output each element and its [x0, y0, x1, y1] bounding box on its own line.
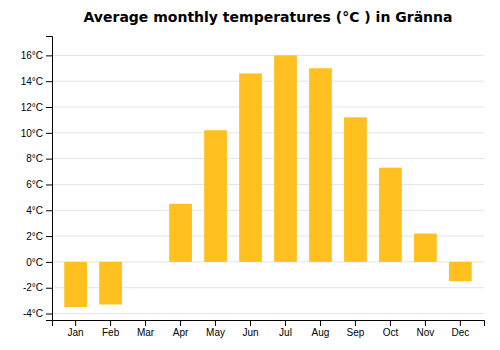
x-tick-label: Feb — [102, 327, 120, 338]
x-tick-mark — [75, 320, 76, 326]
grid-line — [52, 81, 484, 82]
x-tick-mark — [180, 320, 181, 326]
bar — [204, 130, 227, 262]
y-tick-mark — [46, 133, 52, 134]
y-tick: 0°C — [26, 257, 52, 268]
grid-line — [52, 132, 484, 133]
bar — [239, 73, 262, 261]
x-tick-label: Sep — [347, 327, 365, 338]
x-tick: Sep — [347, 320, 365, 338]
x-tick-label: Jul — [279, 327, 292, 338]
x-tick: Aug — [312, 320, 330, 338]
y-tick-label: -2°C — [23, 282, 43, 293]
y-tick-label: 8°C — [26, 153, 43, 164]
x-axis-line — [53, 321, 485, 327]
bar — [379, 168, 402, 262]
x-tick-mark — [145, 320, 146, 326]
y-tick-label: 16°C — [21, 50, 43, 61]
y-tick-mark — [46, 236, 52, 237]
x-tick-mark — [425, 320, 426, 326]
x-tick-mark — [390, 320, 391, 326]
y-tick: 8°C — [26, 153, 52, 164]
y-tick-label: 10°C — [21, 128, 43, 139]
y-tick-label: 0°C — [26, 257, 43, 268]
y-tick-mark — [46, 314, 52, 315]
x-tick-label: Apr — [173, 327, 189, 338]
y-axis: -4°C -2°C 0°C 2°C 4°C 6°C 8°C 10°C 12°C 14°C 16°C — [21, 37, 53, 321]
bar — [64, 262, 87, 307]
x-tick-label: Mar — [137, 327, 155, 338]
y-tick: 14°C — [21, 76, 52, 87]
bars — [64, 55, 472, 307]
y-tick-label: 14°C — [21, 76, 43, 87]
x-tick-mark — [110, 320, 111, 326]
y-tick-label: 6°C — [26, 179, 43, 190]
x-tick: Nov — [417, 320, 435, 338]
y-tick-mark — [46, 288, 52, 289]
y-tick-label: 12°C — [21, 102, 43, 113]
x-tick: Jun — [242, 320, 258, 338]
y-tick-label: 4°C — [26, 205, 43, 216]
x-tick: Jul — [279, 320, 292, 338]
grid-line — [52, 313, 484, 314]
x-tick-label: Dec — [451, 327, 469, 338]
x-tick: Dec — [451, 320, 469, 338]
grid-line — [52, 55, 484, 56]
x-tick-label: Oct — [383, 327, 399, 338]
x-tick: May — [206, 320, 225, 338]
y-tick: -2°C — [23, 282, 52, 293]
y-tick: 6°C — [26, 179, 52, 190]
bar — [274, 55, 297, 262]
y-tick-mark — [46, 81, 52, 82]
x-tick-mark — [320, 320, 321, 326]
y-axis-line — [46, 37, 53, 321]
bar — [169, 204, 192, 262]
y-tick: 2°C — [26, 231, 52, 242]
x-tick-label: Nov — [417, 327, 435, 338]
title: Average monthly temperatures (°C ) in Gr… — [84, 9, 453, 25]
y-tick: 12°C — [21, 102, 52, 113]
chart: -4°C -2°C 0°C 2°C 4°C 6°C 8°C 10°C 12°C 14°C 16°C J… — [0, 0, 500, 350]
bar — [99, 262, 122, 305]
y-tick-label: 2°C — [26, 231, 43, 242]
x-axis: Jan Feb Mar Apr May Jun Jul Aug Sep Oct Nov Dec — [53, 320, 485, 338]
x-tick: Mar — [137, 320, 155, 338]
grid-line — [52, 184, 484, 185]
x-tick-mark — [460, 320, 461, 326]
bar — [309, 68, 332, 262]
y-tick-mark — [46, 262, 52, 263]
x-tick-mark — [215, 320, 216, 326]
plot: -4°C -2°C 0°C 2°C 4°C 6°C 8°C 10°C 12°C 14°C 16°C J… — [21, 37, 485, 339]
y-tick: 16°C — [21, 50, 52, 61]
x-tick: Jan — [68, 320, 84, 338]
y-tick-mark — [46, 184, 52, 185]
x-tick: Apr — [173, 320, 189, 338]
y-tick: 4°C — [26, 205, 52, 216]
grid — [52, 55, 484, 313]
grid-line — [52, 210, 484, 211]
x-tick: Feb — [102, 320, 120, 338]
x-tick-mark — [250, 320, 251, 326]
x-tick: Oct — [383, 320, 399, 338]
y-tick-mark — [46, 55, 52, 56]
grid-line — [52, 158, 484, 159]
y-tick-label: -4°C — [23, 308, 43, 319]
y-tick-mark — [46, 159, 52, 160]
y-tick: -4°C — [23, 308, 52, 319]
x-tick-label: Jan — [68, 327, 84, 338]
y-tick-mark — [46, 107, 52, 108]
y-tick-mark — [46, 210, 52, 211]
x-tick-mark — [285, 320, 286, 326]
y-tick: 10°C — [21, 128, 52, 139]
x-tick-label: Jun — [242, 327, 258, 338]
x-tick-label: Aug — [312, 327, 330, 338]
bar — [134, 261, 157, 262]
x-tick-mark — [355, 320, 356, 326]
grid-line — [52, 107, 484, 108]
x-tick-label: May — [206, 327, 225, 338]
bar — [414, 234, 437, 262]
bar — [449, 262, 472, 281]
bar — [344, 117, 367, 262]
